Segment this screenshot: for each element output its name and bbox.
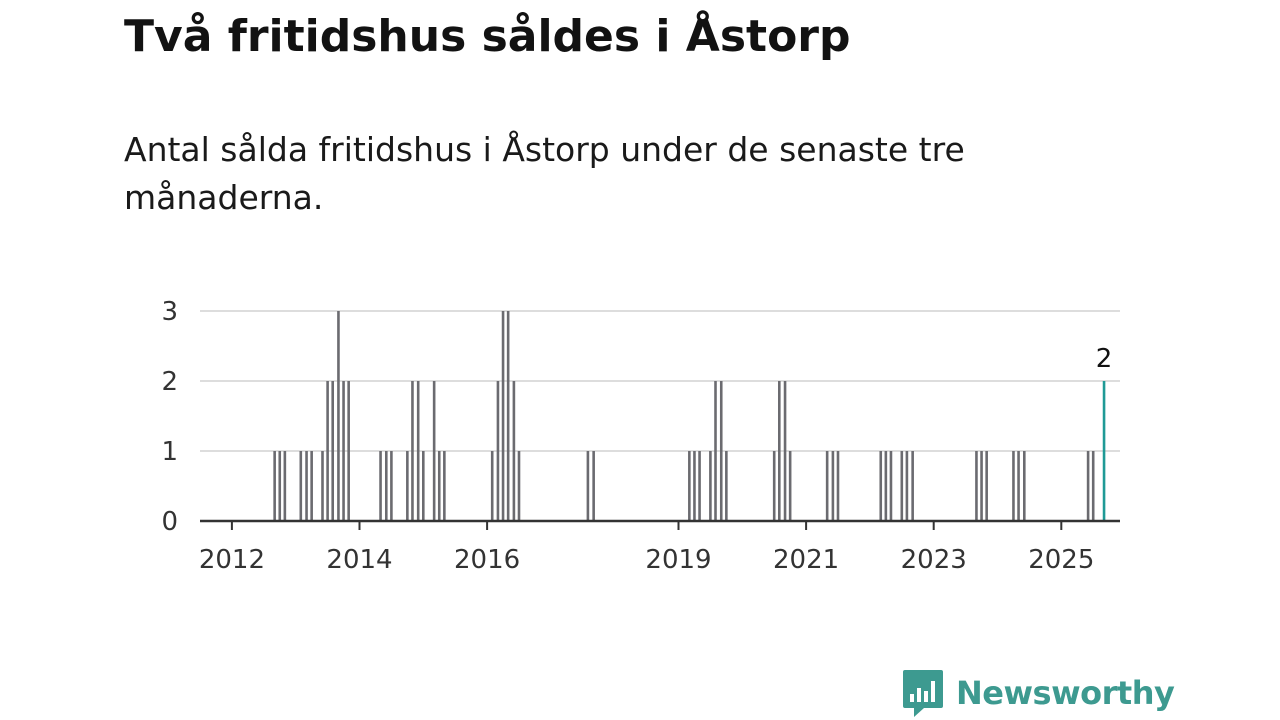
newsworthy-chart-icon [903,670,943,717]
bar [778,381,781,521]
bar [1022,451,1026,521]
bar [326,381,329,521]
bar-series [273,311,1106,521]
bar [384,451,388,521]
bar [512,381,516,521]
bar [310,451,313,521]
x-tick-label: 2019 [645,545,711,575]
y-tick-label: 1 [161,437,178,467]
y-tick-label: 3 [161,297,178,327]
bar [772,451,776,521]
bar [337,311,340,521]
x-tick-label: 2012 [199,545,265,575]
bar [305,451,308,521]
bar [506,311,510,521]
bar [416,381,420,521]
bar [900,451,904,521]
bar [1086,451,1090,521]
x-tick-label: 2021 [773,545,839,575]
bar [490,451,494,521]
data-label: 2 [1096,344,1113,374]
bar [321,451,324,521]
bar [905,451,909,521]
bar [1091,451,1095,521]
bar [411,381,414,521]
bar [985,451,988,521]
bar [725,451,728,521]
y-tick-label: 0 [161,507,178,537]
gridlines [200,310,1120,452]
bar [709,451,712,521]
bar [283,451,287,521]
bar [911,451,914,521]
bar [975,451,978,521]
bar [688,451,691,521]
bar [278,451,282,521]
bar [299,451,303,521]
bar [501,311,505,521]
bar [379,451,382,521]
bar [889,451,893,521]
x-tick-label: 2014 [326,545,392,575]
bar [831,451,835,521]
chart-subtitle: Antal sålda fritidshus i Åstorp under de… [124,130,965,217]
bar [422,451,425,521]
bar [406,451,409,521]
bar [592,451,595,521]
chart-title: Två fritidshus såldes i Åstorp [124,11,851,62]
highlight-bar [1102,381,1106,521]
bar [714,381,717,521]
bar [836,451,840,521]
x-tick-label: 2016 [454,545,520,575]
bar [342,381,345,521]
bar [884,451,888,521]
bar [273,451,276,521]
brand-name: Newsworthy [956,674,1175,712]
y-tick-label: 2 [161,367,178,397]
bar [517,451,521,521]
bar [331,381,335,521]
bar [825,451,829,521]
bar [496,381,500,521]
x-tick-label: 2025 [1028,545,1094,575]
annotations: 2 [1096,344,1113,374]
newsworthy-logo: Newsworthy [902,668,1175,718]
bar [1012,451,1015,521]
bar [719,381,723,521]
bar [698,451,701,521]
bar [390,451,393,521]
bar [586,451,590,521]
bar [437,451,441,521]
bar [783,381,787,521]
axes [200,519,1120,530]
bar [693,451,696,521]
bar [347,381,350,521]
x-tick-label: 2023 [901,545,967,575]
bar [879,451,883,521]
bar [443,451,446,521]
bar [1017,451,1020,521]
bar [432,381,436,521]
bar [788,451,792,521]
bar [980,451,983,521]
tick-labels: 0 1 2 3 2012 2014 2016 2019 2021 2023 2025 [161,297,1094,575]
